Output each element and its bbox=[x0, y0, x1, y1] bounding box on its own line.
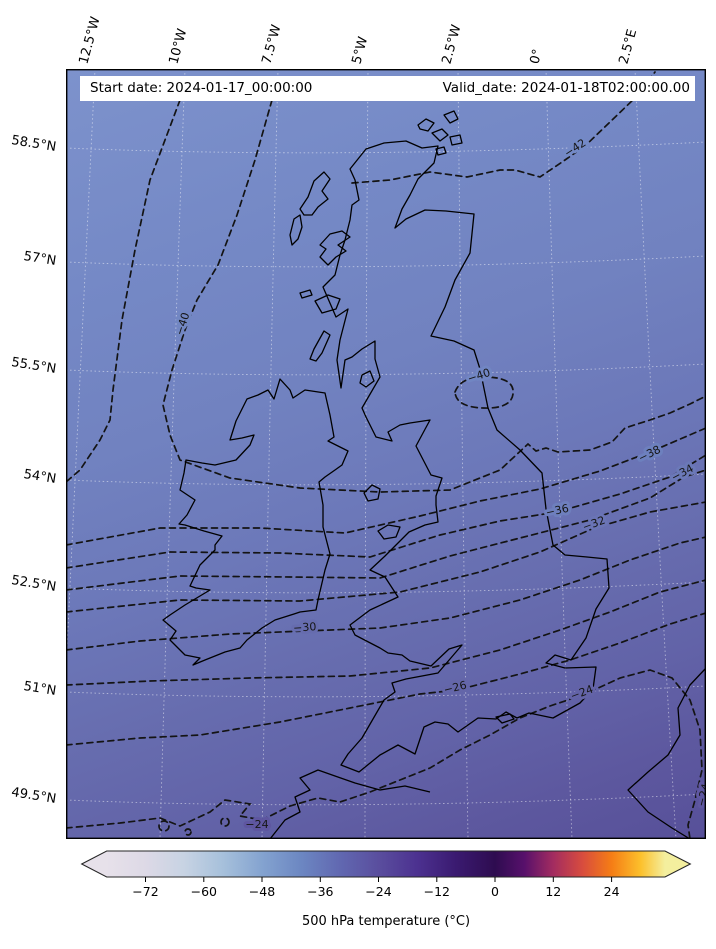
map-panel: −40 −42 −40 −38 −34 −36 −32 −30 −26 −24 … bbox=[66, 69, 706, 839]
contour-minus32 bbox=[66, 501, 706, 613]
cbar-tick-label: −72 bbox=[132, 884, 159, 899]
lat-label-58p5n: 58.5°N bbox=[10, 133, 58, 155]
coast-great-britain bbox=[322, 140, 610, 773]
lon-label-2p5w: 2.5°W bbox=[439, 23, 465, 66]
contour-minus42-north bbox=[351, 71, 656, 184]
contour-label: −40 bbox=[173, 311, 193, 337]
island-isle-of-wight bbox=[495, 713, 515, 724]
contour-small-loop bbox=[158, 820, 170, 832]
island-isle-of-man bbox=[363, 484, 381, 502]
lat-label-55p5n: 55.5°N bbox=[10, 355, 58, 377]
lon-label-7p5w: 7.5°W bbox=[259, 23, 285, 66]
cbar-tick-label: 12 bbox=[545, 884, 562, 899]
lat-label-51n: 51°N bbox=[22, 678, 58, 699]
lon-label-0: 0° bbox=[527, 47, 546, 66]
island-orkney bbox=[435, 146, 447, 156]
contour-minus28 bbox=[66, 579, 706, 686]
contour-minus26 bbox=[66, 612, 706, 746]
cbar-tick-label: −60 bbox=[190, 884, 217, 899]
island-mull bbox=[314, 294, 341, 314]
contour-label: −38 bbox=[636, 443, 663, 465]
start-date-text: Start date: 2024-01-17_00:00:00 bbox=[90, 80, 313, 96]
island-orkney bbox=[443, 110, 459, 124]
colorbar-ticks bbox=[145, 877, 613, 882]
lon-label-2p5e: 2.5°E bbox=[616, 27, 641, 66]
coast-brittany bbox=[269, 769, 431, 839]
contour-label: −24 bbox=[569, 683, 595, 703]
colorbar-gradient-bar bbox=[80, 850, 692, 878]
valid-date-text: Valid_date: 2024-01-18T02:00:00.00 bbox=[442, 80, 690, 96]
contour-minus36 bbox=[66, 454, 706, 569]
cbar-tick-label: −12 bbox=[423, 884, 450, 899]
contour-minus40 bbox=[162, 99, 706, 493]
lat-label-57n: 57°N bbox=[22, 248, 58, 269]
contour-small-loop bbox=[184, 828, 192, 836]
contour-label: −34 bbox=[669, 462, 696, 484]
contour-label: −30 bbox=[293, 620, 317, 635]
contour-label: −24 bbox=[245, 818, 268, 831]
cbar-tick-label: 24 bbox=[603, 884, 620, 899]
contour-label: −36 bbox=[545, 502, 570, 520]
island-skye bbox=[319, 230, 351, 266]
map-border bbox=[66, 69, 706, 839]
contour-label: −42 bbox=[562, 136, 589, 160]
island-lewis-harris bbox=[299, 171, 331, 216]
island-anglesey bbox=[377, 524, 401, 540]
contour-minus34 bbox=[66, 469, 706, 591]
coastlines bbox=[162, 110, 706, 839]
cbar-tick-label: −24 bbox=[365, 884, 392, 899]
lon-label-10w: 10°W bbox=[166, 27, 191, 66]
contour-minus24 bbox=[66, 669, 703, 839]
island-uists bbox=[289, 214, 303, 246]
temperature-contours bbox=[66, 71, 706, 839]
lat-label-54n: 54°N bbox=[22, 466, 58, 487]
cbar-tick-label: −36 bbox=[307, 884, 334, 899]
contour-small-loop bbox=[220, 817, 230, 827]
coast-ireland bbox=[162, 378, 349, 666]
cbar-tick-label: −48 bbox=[248, 884, 276, 899]
island-orkney bbox=[449, 134, 463, 146]
lon-label-12p5w: 12.5°W bbox=[76, 15, 104, 66]
lat-label-52p5n: 52.5°N bbox=[10, 573, 58, 595]
coast-france-channel bbox=[627, 667, 706, 839]
lat-label-49p5n: 49.5°N bbox=[10, 785, 58, 807]
contour-minus30 bbox=[66, 536, 706, 651]
contour-minus42-west bbox=[66, 99, 181, 483]
contour-minus40-closed bbox=[454, 376, 514, 409]
graticule bbox=[66, 69, 706, 839]
contour-label: −40 bbox=[466, 366, 492, 386]
island-islay-jura bbox=[309, 330, 331, 362]
contour-label: −26 bbox=[442, 678, 468, 696]
colorbar: −72 −60 −48 −36 −24 −12 0 12 24 500 hPa … bbox=[78, 848, 694, 948]
contour-label: −24 bbox=[694, 782, 706, 808]
cbar-tick-label: 0 bbox=[491, 884, 499, 899]
contour-label: −32 bbox=[581, 514, 607, 534]
map-svg: −40 −42 −40 −38 −34 −36 −32 −30 −26 −24 … bbox=[66, 69, 706, 839]
colorbar-title: 500 hPa temperature (°C) bbox=[301, 914, 471, 929]
contour-minus38 bbox=[66, 427, 706, 546]
island-orkney bbox=[417, 118, 435, 132]
island-orkney bbox=[431, 128, 449, 142]
island-arran bbox=[359, 370, 375, 388]
colorbar-svg bbox=[80, 850, 692, 882]
lon-label-5w: 5°W bbox=[349, 35, 372, 66]
island-tiree bbox=[299, 289, 313, 299]
title-bar: Start date: 2024-01-17_00:00:00 Valid_da… bbox=[80, 76, 695, 101]
